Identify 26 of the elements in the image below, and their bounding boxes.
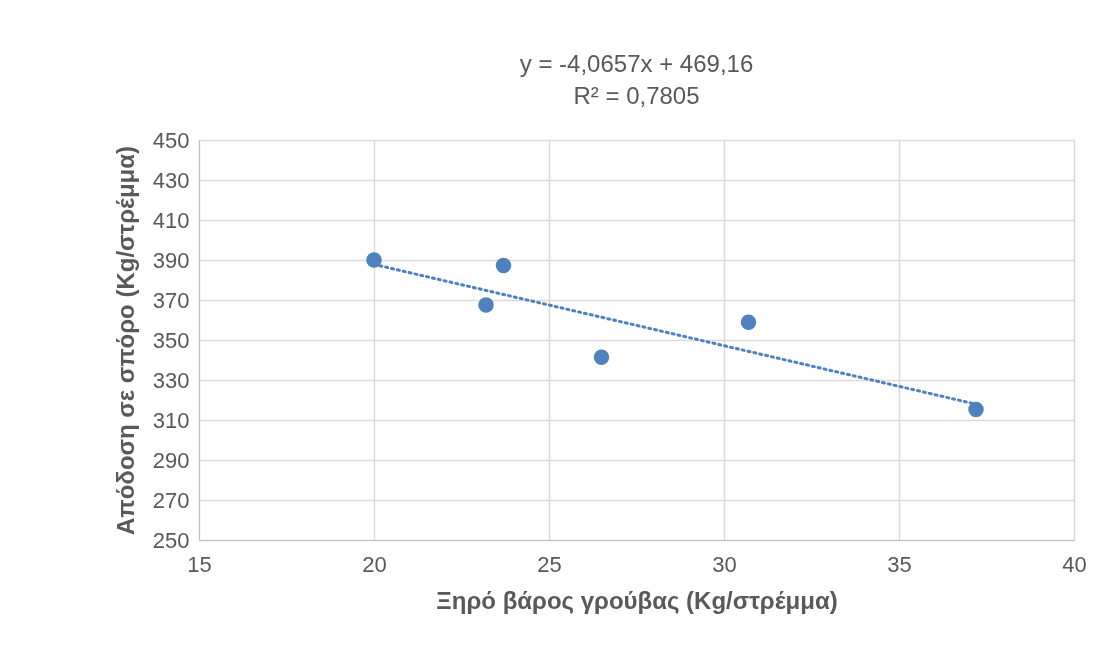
y-tick-label: 310 [152, 407, 190, 433]
point [478, 297, 494, 313]
point [740, 314, 757, 330]
x-tick-label: 15 [187, 551, 212, 577]
x-tick-label: 20 [362, 551, 387, 577]
x-tick-label: 40 [1062, 551, 1087, 577]
y-tick-label: 350 [152, 327, 190, 353]
x-tick-label: 25 [537, 551, 562, 577]
point [968, 401, 984, 418]
point [495, 257, 512, 274]
y-tick-label: 330 [152, 367, 190, 393]
chart-title: y = -4,0657x + 469,16 [519, 50, 754, 77]
y-axis-title: Απόδοση σε σπόρο (Kg/στρέμμα) [111, 145, 139, 536]
y-tick-label: 390 [152, 247, 190, 273]
y-tick-label: 450 [152, 127, 190, 153]
y-tick-label: 250 [152, 527, 190, 553]
y-tick-label: 410 [152, 207, 190, 233]
point [593, 349, 610, 365]
x-tick-label: 30 [712, 551, 737, 577]
chart-subtitle: R² = 0,7805 [573, 82, 700, 109]
y-tick-label: 290 [152, 447, 190, 473]
x-axis-title: Ξηρό βάρος γρούβας (Kg/στρέμμα) [436, 586, 838, 614]
y-tick-label: 270 [152, 487, 190, 513]
x-tick-label: 35 [887, 551, 912, 577]
y-tick-label: 430 [152, 167, 190, 193]
y-tick-label: 370 [152, 287, 190, 313]
